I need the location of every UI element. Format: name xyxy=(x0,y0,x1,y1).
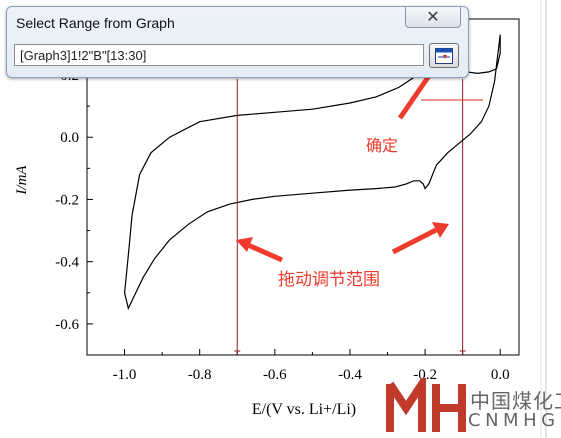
watermark-en: CNMHG xyxy=(468,410,560,431)
confirm-range-button[interactable] xyxy=(429,43,459,68)
y-axis-label: I/mA xyxy=(14,165,30,196)
x-tick-label: -0.8 xyxy=(188,367,212,383)
drag-arrow-right-head xyxy=(432,222,449,238)
range-markers xyxy=(234,79,466,355)
x-axis: -1.0 -0.8 -0.6 -0.4 -0.2 0.0 xyxy=(113,349,510,383)
x-tick-label: -0.6 xyxy=(263,367,287,383)
confirm-arrow xyxy=(397,68,436,120)
x-axis-label: E/(V vs. Li+/Li) xyxy=(252,401,356,418)
watermark-logo xyxy=(386,378,466,432)
confirm-label: 确定 xyxy=(366,136,398,155)
x-tick-label: -0.4 xyxy=(338,367,362,383)
close-icon: ✕ xyxy=(426,7,440,26)
watermark-cn: 中国煤化工 xyxy=(470,389,561,413)
drag-arrow-left-head xyxy=(236,237,253,252)
close-button[interactable]: ✕ xyxy=(405,7,461,28)
y-tick-label: -0.4 xyxy=(55,255,79,271)
y-tick-label: 0.0 xyxy=(60,130,79,146)
y-tick-label: -0.2 xyxy=(55,192,79,208)
x-tick-label: -1.0 xyxy=(113,367,137,383)
select-range-dialog: Select Range from Graph ✕ [Graph3]1!2"B"… xyxy=(6,6,469,78)
dialog-title: Select Range from Graph xyxy=(16,15,175,31)
range-input[interactable]: [Graph3]1!2"B"[13:30] xyxy=(14,44,424,66)
drag-annotation: 拖动调节范围 xyxy=(236,222,449,290)
drag-label: 拖动调节范围 xyxy=(278,270,380,290)
y-tick-label: -0.6 xyxy=(55,317,79,333)
range-select-icon xyxy=(435,48,453,64)
drag-arrow-left xyxy=(246,242,284,263)
x-tick-label: 0.0 xyxy=(491,367,510,383)
drag-arrow-right xyxy=(391,227,438,255)
x-tick-label: -0.2 xyxy=(413,367,437,383)
